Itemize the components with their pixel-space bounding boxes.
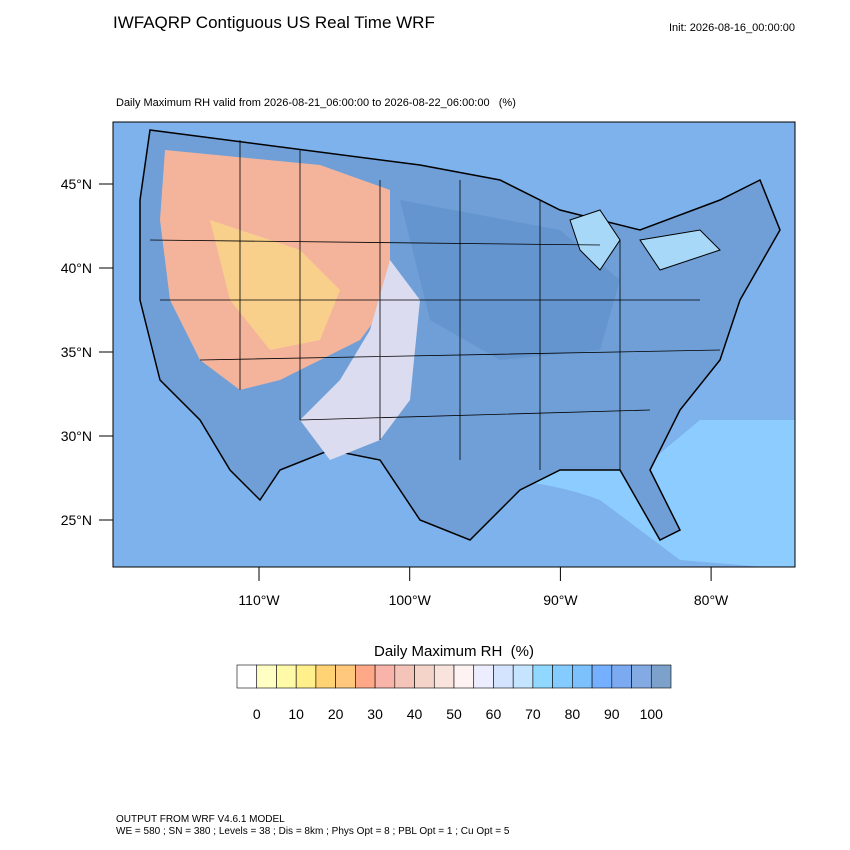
- colorbar-box: [236, 664, 258, 689]
- colorbar-box: [256, 664, 277, 689]
- colorbar-label: 0: [253, 706, 261, 722]
- colorbar-box: [493, 664, 514, 689]
- lon-axis: 110°W 100°W 90°W 80°W: [238, 567, 729, 608]
- colorbar-box: [611, 664, 632, 689]
- colorbar-box: [295, 664, 317, 689]
- colorbar-label: 70: [525, 706, 541, 722]
- colorbar-label: 40: [407, 706, 423, 722]
- colorbar-box: [591, 664, 613, 689]
- very-dry: [210, 220, 340, 350]
- footer-line: WE = 580 ; SN = 380 ; Levels = 38 ; Dis …: [116, 826, 510, 837]
- colorbar-box: [512, 664, 534, 689]
- lon-label: 90°W: [543, 592, 578, 608]
- lat-label: 25°N: [61, 512, 92, 528]
- colorbar-box: [414, 664, 435, 689]
- colorbar-box: [394, 664, 415, 689]
- colorbar-box: [552, 664, 573, 689]
- title: IWFAQRP Contiguous US Real Time WRF: [113, 13, 435, 32]
- lat-label: 35°N: [61, 344, 92, 360]
- colorbar-label: 10: [288, 706, 304, 722]
- colorbar-label: 80: [565, 706, 581, 722]
- colorbar-label: 100: [640, 706, 664, 722]
- colorbar-box: [532, 664, 553, 689]
- subtitle: Daily Maximum RH valid from 2026-08-21_0…: [116, 97, 516, 109]
- colorbar-label: 90: [604, 706, 620, 722]
- lat-label: 30°N: [61, 428, 92, 444]
- colorbar-box: [335, 664, 356, 689]
- colorbar-label: 50: [446, 706, 462, 722]
- colorbar-label: 60: [486, 706, 502, 722]
- map: [113, 122, 795, 567]
- colorbar-box: [572, 664, 593, 689]
- midwest: [400, 200, 620, 360]
- lat-label: 40°N: [61, 260, 92, 276]
- colorbar-box: [631, 664, 652, 689]
- colorbar-box: [433, 664, 455, 689]
- colorbar-box: [473, 664, 494, 689]
- init-time: Init: 2026-08-16_00:00:00: [669, 22, 795, 34]
- plains-moist: [300, 260, 420, 460]
- colorbar: 0 10 20 30 40 50 60 70 80 90 100: [236, 664, 672, 722]
- colorbar-box: [374, 664, 396, 689]
- colorbar-title: Daily Maximum RH (%): [374, 643, 534, 660]
- colorbar-box: [650, 664, 672, 689]
- gulf-water: [400, 420, 795, 567]
- map-frame: [112, 121, 796, 568]
- lon-label: 110°W: [238, 592, 280, 608]
- colorbar-label: 30: [367, 706, 383, 722]
- lon-label: 80°W: [694, 592, 729, 608]
- footer-line: OUTPUT FROM WRF V4.6.1 MODEL: [116, 814, 285, 825]
- lat-axis: 45°N 40°N 35°N 30°N 25°N: [61, 176, 113, 528]
- lon-label: 100°W: [389, 592, 432, 608]
- state-lines: [149, 140, 721, 470]
- colorbar-label: 20: [328, 706, 344, 722]
- colorbar-box: [315, 664, 336, 689]
- colorbar-box: [276, 664, 297, 689]
- colorbar-box: [355, 664, 376, 689]
- lat-label: 45°N: [61, 176, 92, 192]
- colorbar-box: [453, 664, 475, 689]
